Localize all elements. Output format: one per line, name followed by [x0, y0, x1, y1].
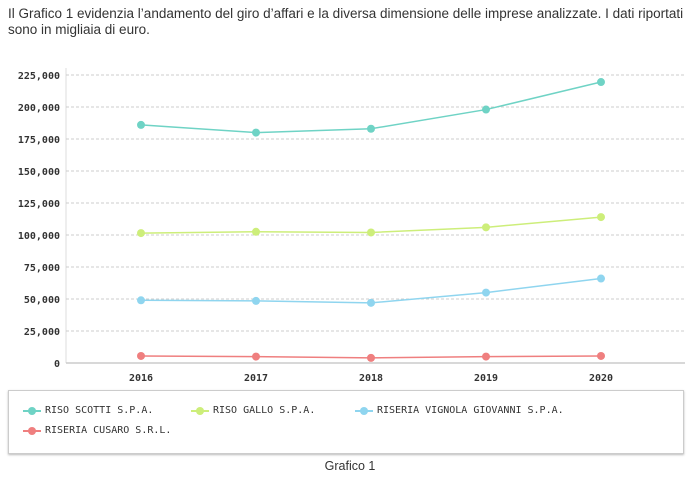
chart-caption: Grafico 1: [324, 459, 376, 473]
data-point[interactable]: [367, 228, 375, 237]
data-point[interactable]: [137, 296, 145, 305]
data-point[interactable]: [252, 128, 260, 137]
line-chart: 0 25,000 50,000 75,000 100,000 125,000 150,000…: [18, 68, 685, 384]
data-point[interactable]: [252, 352, 260, 361]
data-point[interactable]: [252, 227, 260, 236]
data-point[interactable]: [482, 105, 490, 114]
data-point[interactable]: [367, 298, 375, 307]
legend-marker-icon: [23, 426, 41, 435]
data-point[interactable]: [597, 213, 605, 222]
data-point[interactable]: [137, 120, 145, 129]
x-tick-label: 2017: [244, 373, 268, 384]
series-2: [137, 274, 605, 307]
data-point[interactable]: [137, 229, 145, 238]
series-3: [137, 351, 605, 362]
data-point[interactable]: [367, 124, 375, 133]
series-1: [137, 213, 605, 238]
x-tick-label: 2020: [589, 373, 613, 384]
legend-marker-icon: [23, 406, 41, 415]
data-point[interactable]: [482, 288, 490, 297]
data-point[interactable]: [482, 223, 490, 232]
y-tick-label: 225,000: [18, 71, 60, 82]
legend-label: RISO SCOTTI S.P.A.: [45, 405, 154, 416]
data-point[interactable]: [252, 296, 260, 305]
y-tick-label: 200,000: [18, 103, 60, 114]
legend-label: RISERIA VIGNOLA GIOVANNI S.P.A.: [377, 405, 564, 416]
series-0: [137, 78, 605, 137]
y-tick-label: 75,000: [24, 263, 60, 274]
y-tick-label: 50,000: [24, 295, 60, 306]
data-point[interactable]: [597, 78, 605, 87]
x-tick-label: 2019: [474, 373, 498, 384]
data-point[interactable]: [367, 353, 375, 362]
y-tick-label: 25,000: [24, 327, 60, 338]
y-tick-label: 150,000: [18, 167, 60, 178]
data-point[interactable]: [597, 274, 605, 283]
y-tick-label: 175,000: [18, 135, 60, 146]
legend-item[interactable]: RISO SCOTTI S.P.A.: [23, 405, 153, 416]
legend-label: RISO GALLO S.P.A.: [213, 405, 316, 416]
data-point[interactable]: [482, 352, 490, 361]
legend-item[interactable]: RISERIA CUSARO S.R.L.: [23, 425, 171, 436]
legend-item[interactable]: RISO GALLO S.P.A.: [191, 405, 315, 416]
legend-marker-icon: [191, 406, 209, 415]
y-tick-label: 100,000: [18, 231, 60, 242]
data-point[interactable]: [597, 351, 605, 360]
legend-label: RISERIA CUSARO S.R.L.: [45, 425, 172, 436]
data-point[interactable]: [137, 351, 145, 360]
y-tick-label: 125,000: [18, 199, 60, 210]
y-tick-label: 0: [54, 359, 60, 370]
legend-marker-icon: [355, 406, 373, 415]
intro-text: Il Grafico 1 evidenzia l’andamento del g…: [8, 6, 684, 37]
x-tick-label: 2018: [359, 373, 383, 384]
legend-item[interactable]: RISERIA VIGNOLA GIOVANNI S.P.A.: [355, 405, 564, 416]
x-tick-label: 2016: [129, 373, 153, 384]
chart-legend: RISO SCOTTI S.P.A. RISO GALLO S.P.A. RISER…: [8, 390, 684, 454]
